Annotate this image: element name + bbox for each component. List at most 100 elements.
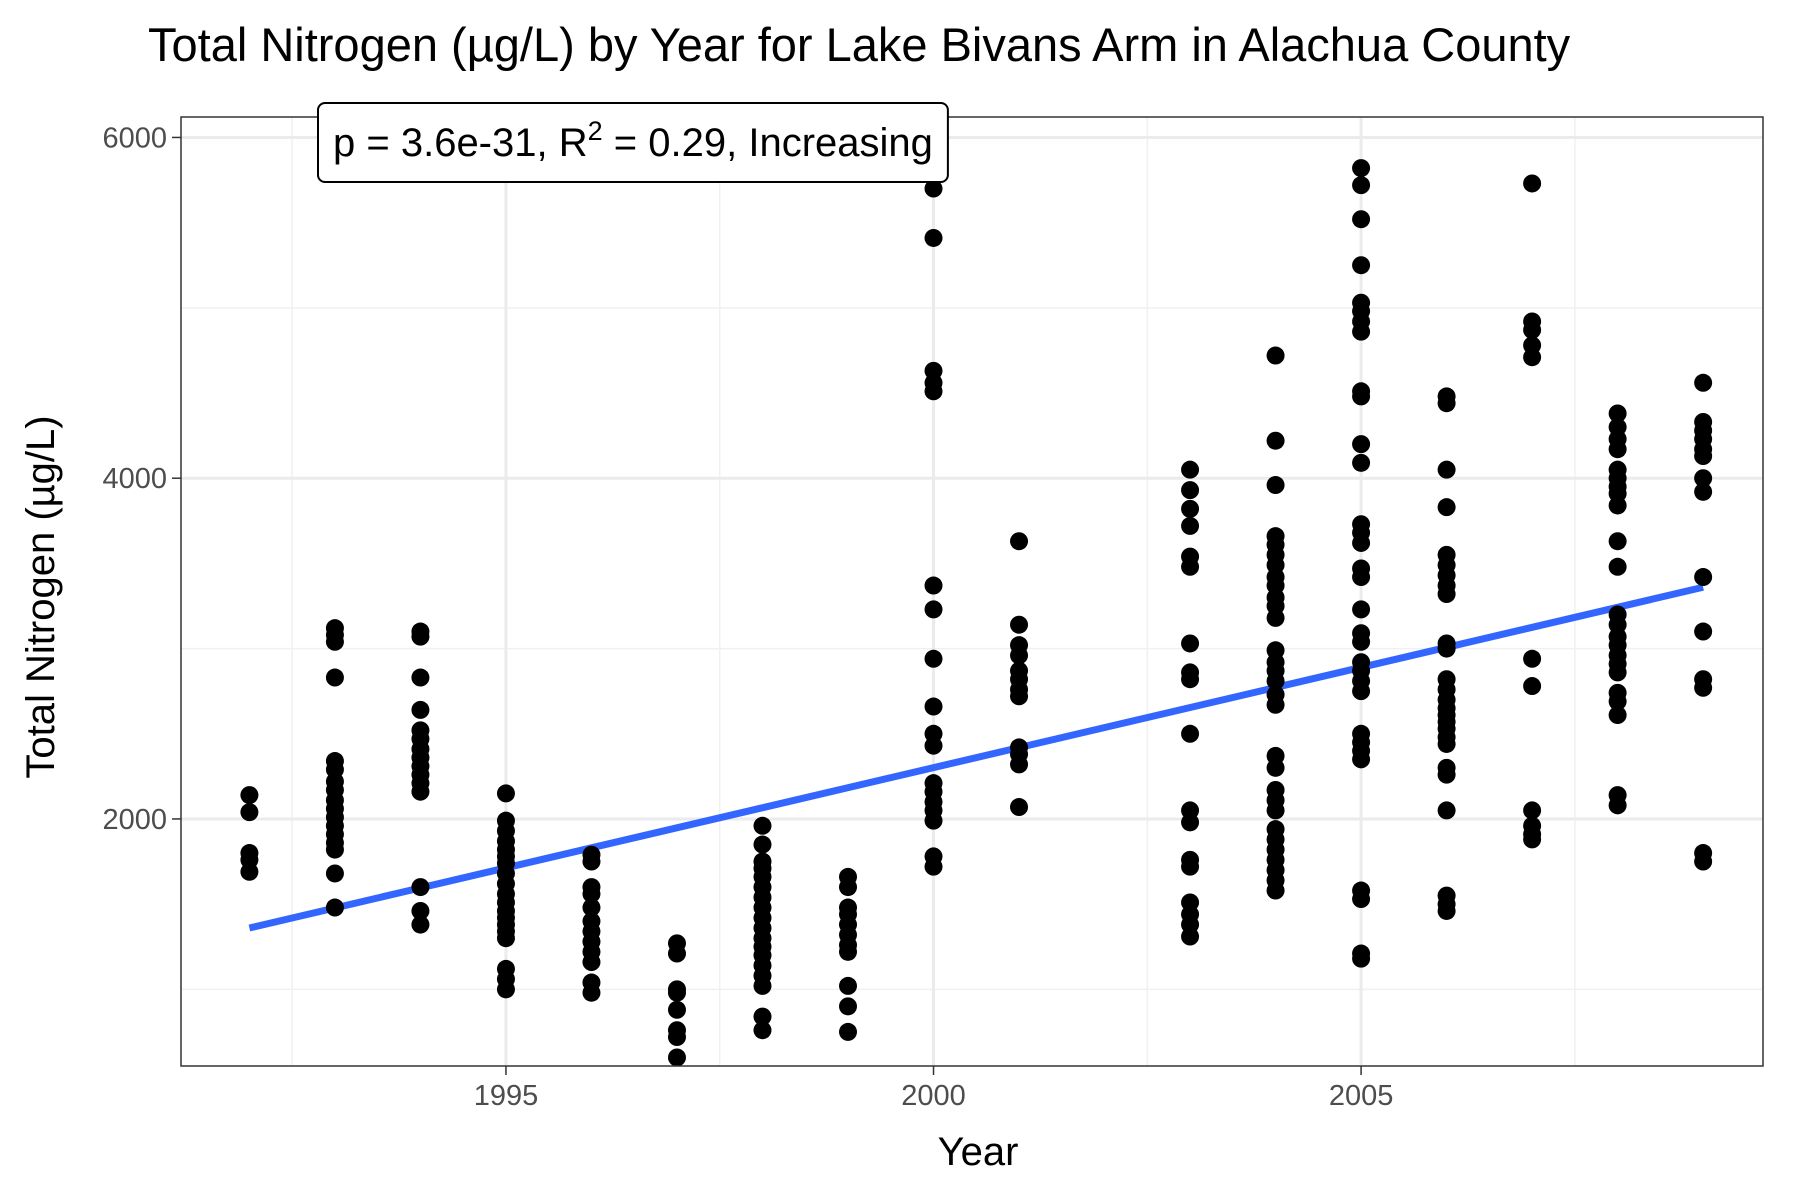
data-point	[1608, 440, 1627, 459]
data-point	[1010, 798, 1029, 817]
data-point	[1694, 373, 1713, 392]
data-point	[667, 983, 686, 1002]
data-point	[1694, 568, 1713, 587]
data-point	[924, 576, 943, 595]
data-point	[924, 736, 943, 755]
data-point	[1010, 615, 1029, 634]
data-point	[1266, 431, 1285, 450]
data-point	[839, 997, 858, 1016]
annotation-r2-label: R	[559, 121, 588, 165]
annotation-p-value: p = 3.6e-31	[333, 121, 537, 165]
data-point	[1437, 801, 1456, 820]
data-point	[1437, 639, 1456, 658]
data-point	[411, 700, 430, 719]
data-point	[1608, 663, 1627, 682]
data-point	[1181, 927, 1200, 946]
data-point	[1437, 460, 1456, 479]
x-tick-label: 1995	[474, 1080, 539, 1112]
data-point	[924, 649, 943, 668]
data-point	[1352, 387, 1371, 406]
data-point	[753, 1007, 772, 1026]
data-point	[325, 864, 344, 883]
data-point	[1266, 801, 1285, 820]
data-point	[325, 898, 344, 917]
data-point	[753, 1021, 772, 1040]
data-point	[1266, 758, 1285, 777]
data-point	[924, 697, 943, 716]
data-point	[325, 668, 344, 687]
data-point	[1010, 646, 1029, 665]
data-point	[1181, 670, 1200, 689]
data-point	[924, 382, 943, 401]
data-point	[1181, 634, 1200, 653]
data-point	[240, 786, 259, 805]
data-point	[839, 976, 858, 995]
data-point	[1437, 585, 1456, 604]
data-point	[1352, 568, 1371, 587]
minor-gridlines	[181, 117, 1763, 1066]
data-point	[1437, 394, 1456, 413]
data-point	[1266, 695, 1285, 714]
data-point	[1437, 498, 1456, 517]
data-point	[1266, 671, 1285, 690]
data-point	[582, 884, 601, 903]
annotation-trend: Increasing	[748, 121, 933, 165]
data-point	[1608, 796, 1627, 815]
data-point	[411, 878, 430, 897]
data-point	[1437, 901, 1456, 920]
data-point	[1352, 600, 1371, 619]
data-point	[582, 898, 601, 917]
data-point	[582, 953, 601, 972]
data-point	[1608, 706, 1627, 725]
data-point	[1352, 453, 1371, 472]
data-point	[924, 179, 943, 198]
data-point	[667, 1000, 686, 1019]
data-point	[1608, 496, 1627, 515]
data-point	[1523, 677, 1542, 696]
data-point	[411, 782, 430, 801]
data-point	[1010, 532, 1029, 551]
data-point	[1523, 649, 1542, 668]
data-point	[924, 228, 943, 247]
data-point	[1437, 765, 1456, 784]
regression-annotation: p = 3.6e-31, R2 = 0.29, Increasing	[317, 102, 949, 183]
data-point	[240, 803, 259, 822]
data-point	[667, 1028, 686, 1047]
data-point	[582, 983, 601, 1002]
data-point	[1266, 608, 1285, 627]
data-point	[1608, 532, 1627, 551]
data-point	[1523, 174, 1542, 193]
data-point	[753, 976, 772, 995]
data-point	[1437, 734, 1456, 753]
y-tick-label: 2000	[102, 804, 167, 836]
data-point	[924, 857, 943, 876]
data-point	[667, 944, 686, 963]
annotation-r2-value: = 0.29	[603, 121, 726, 165]
data-point	[1352, 890, 1371, 909]
annotation-text: p = 3.6e-31, R2 = 0.29, Increasing	[333, 116, 933, 165]
plot-panel-border	[180, 116, 1764, 1067]
data-point	[1352, 159, 1371, 178]
data-point	[1181, 724, 1200, 743]
data-point	[1352, 750, 1371, 769]
trend-line	[248, 583, 1704, 932]
data-point	[1352, 949, 1371, 968]
data-point	[1352, 256, 1371, 275]
data-point	[1010, 687, 1029, 706]
data-point	[325, 840, 344, 859]
x-axis-ticks: 1995 2000 2005	[474, 1066, 1394, 1112]
data-point	[1608, 404, 1627, 423]
data-point	[1266, 476, 1285, 495]
data-point	[1181, 813, 1200, 832]
y-tick-label: 4000	[102, 463, 167, 495]
data-point	[1181, 516, 1200, 535]
data-point	[1694, 482, 1713, 501]
data-point	[411, 901, 430, 920]
data-point	[839, 942, 858, 961]
data-point	[1694, 852, 1713, 871]
y-axis-ticks: 2000 4000 6000	[102, 122, 181, 836]
x-tick-label: 2005	[1329, 1080, 1394, 1112]
data-point	[240, 862, 259, 881]
data-point	[1352, 322, 1371, 341]
